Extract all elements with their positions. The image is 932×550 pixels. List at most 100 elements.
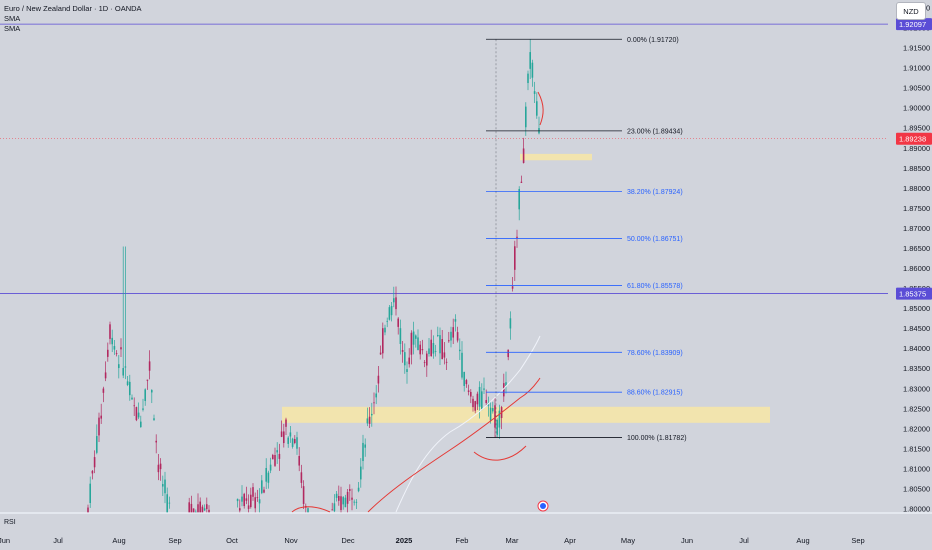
candle-body [164,479,166,494]
price-axis-tick: 1.90500 [903,84,930,93]
candle-body [527,73,529,84]
candle-body [302,486,305,504]
candle-body [87,507,89,513]
sma-fast-line [395,335,541,513]
candle-body [344,497,347,508]
candle-body [135,407,138,421]
currency-button[interactable]: NZD [896,2,926,20]
current-price-badge-text: 1.89238 [899,135,926,144]
candle-body [461,352,463,378]
candle-body [397,318,399,327]
fib-level-label: 38.20% (1.87924) [627,189,683,196]
event-marker[interactable] [537,500,549,512]
horizontal-line-price-badge [896,287,932,300]
candle-body [533,91,536,94]
time-axis: Jun Jul Aug Sep Oct Nov Dec 2025 Feb Mar Apr May Jun… [0,536,865,545]
candle-body [472,398,474,408]
candle-body [148,361,151,371]
price-axis-tick: 1.91500 [903,44,930,53]
candle-body [478,386,481,407]
support-zone [282,406,770,423]
candle-body [450,331,452,341]
candle-body [520,181,523,183]
candle-body [289,432,292,437]
candle-body [155,440,157,443]
candle-body [276,450,278,453]
candle-body [452,327,454,338]
candle-body [525,106,527,128]
candle-body [258,499,261,504]
candle-body [188,502,190,513]
candle-body [360,466,362,480]
candle-body [456,332,459,341]
candle-body [283,431,285,444]
candle-body [247,505,250,509]
support-zone [520,153,592,161]
candle-body [399,328,402,344]
candle-body [509,318,512,329]
candle-body [142,408,144,410]
candle-body [445,361,448,363]
candle-body [91,470,94,474]
candle-body [241,496,243,502]
price-axis-tick: 1.88500 [903,164,930,173]
candle-body [115,353,118,355]
candle-body [102,388,105,393]
candle-body [346,491,349,504]
symbol-title: Euro / New Zealand Dollar · 1D · OANDA [4,4,142,13]
candle-body [419,344,421,355]
candle-body [375,393,377,398]
candle-body [410,332,413,355]
fib-level-label: 88.60% (1.82915) [627,390,683,397]
candle-body [274,455,276,466]
candle-body [448,340,450,342]
candle-body [107,349,109,357]
candle-body [379,352,382,355]
sma-indicator-label[interactable]: SMA [4,14,21,23]
time-axis-tick: Aug [112,536,125,545]
time-axis-tick: Jun [0,536,10,545]
candle-body [474,401,476,411]
candle-body [162,484,164,487]
candle-body [412,331,415,345]
candle-body [522,148,525,163]
candle-body [267,472,270,483]
candle-body [96,436,98,453]
candle-body [390,305,393,316]
horizontal-line-price-badge-text: 1.85375 [899,289,926,298]
price-axis-tick: 1.83000 [903,384,930,393]
candle-body [291,438,294,447]
candle-body [428,348,430,354]
candle-body [498,410,501,428]
price-axis-tick: 1.90000 [903,104,930,113]
time-axis-tick: Sep [851,536,864,545]
price-axis-tick: 1.88000 [903,184,930,193]
candle-body [89,483,91,504]
price-axis-tick: 1.80500 [903,484,930,493]
candle-body [505,382,507,387]
candle-body [439,335,441,354]
candle-body [465,380,468,385]
candle-body [195,511,197,513]
candle-body [298,456,300,466]
candle-body [168,502,171,504]
candle-body [529,52,531,69]
candle-body [342,497,344,505]
candle-body [536,101,538,116]
time-axis-tick: Nov [284,536,298,545]
price-axis-tick: 1.91000 [903,64,930,73]
price-axis-tick: 1.87500 [903,204,930,213]
sma-indicator-label[interactable]: SMA [4,24,21,33]
time-axis-tick: Sep [168,536,181,545]
candle-body [100,415,102,419]
candle-body [272,454,274,460]
candle-body [470,391,472,397]
candle-body [159,463,162,470]
candle-body [384,327,386,333]
candle-body [254,497,256,509]
rsi-pane-label[interactable]: RSI [4,519,16,526]
candle-body [245,498,248,501]
